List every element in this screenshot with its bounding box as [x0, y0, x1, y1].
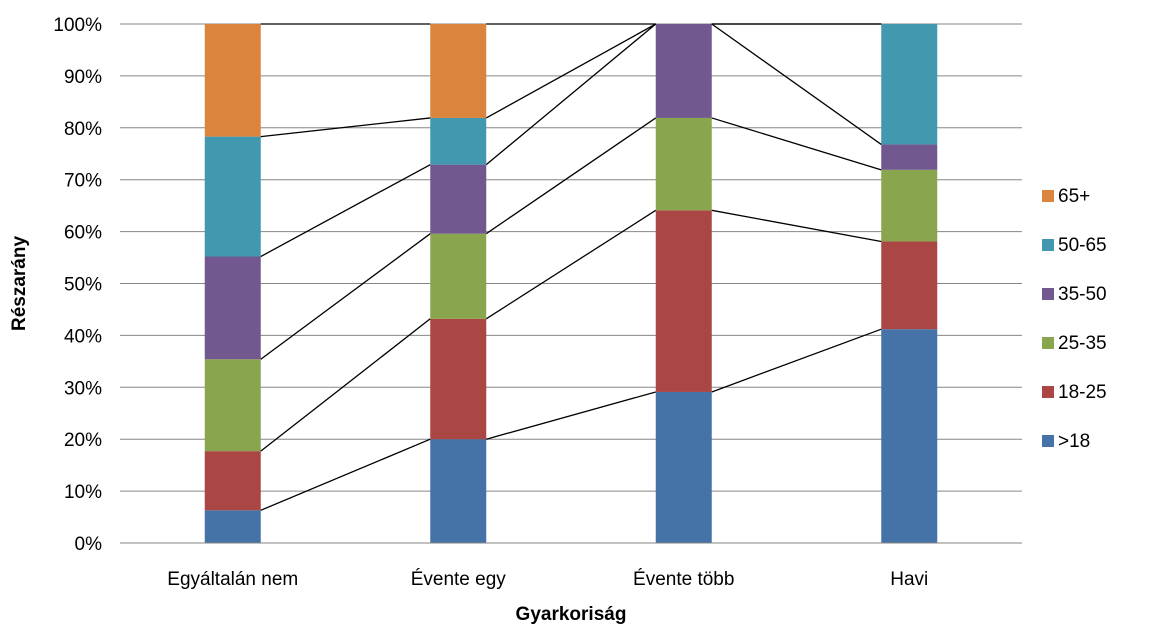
bar-segment [881, 241, 938, 330]
series-line [485, 117, 657, 235]
legend-swatch [1042, 239, 1054, 251]
x-tick-label: Évente több [633, 569, 734, 590]
series-line [711, 328, 882, 393]
legend-label: >18 [1058, 431, 1090, 452]
series-line [260, 438, 431, 511]
series-line [485, 23, 657, 166]
bar-segment [204, 451, 261, 511]
x-tick-label: Havi [890, 569, 928, 590]
x-axis-ticks: Egyáltalán nem Évente egy Évente több Havi [167, 569, 928, 590]
series-line [486, 391, 656, 440]
x-tick-label: Évente egy [411, 569, 507, 590]
series-line [711, 117, 882, 171]
series-line [260, 117, 431, 138]
bar-segment [204, 256, 261, 360]
legend-label: 65+ [1058, 186, 1090, 207]
y-axis-ticks: 0% 10% 20% 30% 40% 50% 60% 70% 80% 90% 100% [53, 15, 102, 555]
series-line [260, 318, 431, 452]
legend-swatch [1042, 435, 1054, 447]
legend-swatch [1042, 288, 1054, 300]
series-line [485, 23, 657, 119]
y-tick-label: 30% [64, 378, 102, 399]
y-tick-label: 60% [64, 223, 102, 244]
series-line [711, 209, 882, 243]
bar-segment [430, 164, 487, 234]
legend-label: 35-50 [1058, 284, 1107, 305]
legend: 65+ 50-65 35-50 25-35 18-25 >18 [1042, 186, 1107, 452]
bar-segment [655, 391, 712, 543]
bar-segment [430, 233, 487, 319]
bar-segment [655, 24, 712, 118]
bar-segment [204, 24, 261, 137]
x-tick-label: Egyáltalán nem [167, 569, 298, 590]
legend-swatch [1042, 337, 1054, 349]
series-line [485, 209, 657, 320]
bar-segment [430, 439, 487, 543]
y-axis-title: Részarány [9, 236, 30, 331]
legend-label: 25-35 [1058, 333, 1107, 354]
bar-segment [655, 210, 712, 392]
series-line [260, 233, 431, 360]
y-tick-label: 90% [64, 67, 102, 88]
series-line [711, 23, 882, 145]
y-tick-label: 100% [53, 15, 102, 36]
y-tick-label: 0% [75, 534, 103, 555]
x-axis-title: Gyarkoriság [516, 604, 627, 625]
legend-label: 18-25 [1058, 382, 1107, 403]
series-line [260, 164, 431, 258]
bar-segment [204, 136, 261, 257]
y-tick-label: 70% [64, 171, 102, 192]
series-lines [260, 23, 882, 511]
bar-segment [430, 24, 487, 118]
bars [204, 24, 938, 543]
bar-segment [655, 117, 712, 211]
bar-segment [881, 24, 938, 145]
bar-segment [430, 117, 487, 165]
y-tick-label: 40% [64, 326, 102, 347]
bar-segment [430, 318, 487, 440]
legend-swatch [1042, 386, 1054, 398]
bar-segment [204, 510, 261, 543]
bar-segment [881, 169, 938, 242]
y-tick-label: 50% [64, 275, 102, 296]
bar-segment [204, 359, 261, 452]
bar-segment [881, 144, 938, 170]
y-tick-label: 10% [64, 482, 102, 503]
legend-label: 50-65 [1058, 235, 1107, 256]
legend-swatch [1042, 190, 1054, 202]
bar-segment [881, 329, 938, 543]
y-tick-label: 20% [64, 430, 102, 451]
y-tick-label: 80% [64, 119, 102, 140]
